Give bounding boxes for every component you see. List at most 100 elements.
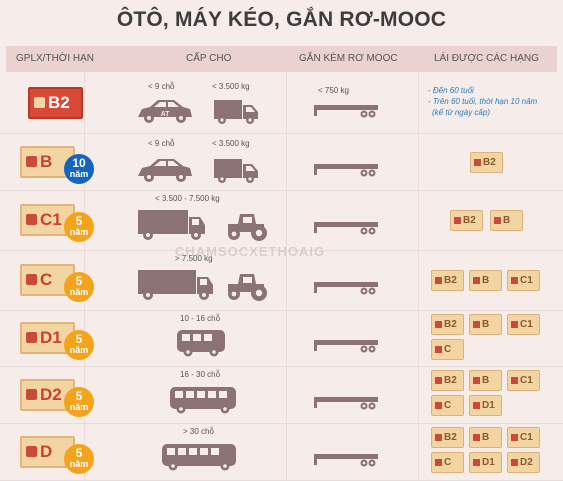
van-icon bbox=[212, 97, 260, 125]
can-drive-class-label: C bbox=[444, 457, 452, 468]
validity-unit: năm bbox=[69, 402, 89, 412]
emblem-icon bbox=[473, 277, 480, 284]
can-drive-b2: B2 bbox=[431, 370, 464, 391]
validity-years: 5 bbox=[75, 214, 83, 228]
svg-text:AT: AT bbox=[161, 111, 171, 118]
can-drive-class-label: B2 bbox=[463, 215, 476, 226]
age-note: - Trên 60 tuổi, thời hạn 10 năm bbox=[428, 97, 538, 106]
validity-years: 5 bbox=[75, 274, 83, 288]
trailer-icon bbox=[312, 158, 382, 178]
seat-limit-label: > 30 chỗ bbox=[183, 427, 214, 436]
table-row: C 5 năm > 7.500 kg B2 B C1 bbox=[0, 250, 563, 311]
trailer-icon bbox=[312, 99, 382, 119]
age-note: (kể từ ngày cấp) bbox=[432, 108, 490, 117]
seat-limit-label: 10 - 16 chỗ bbox=[180, 314, 221, 323]
license-class-label: B2 bbox=[48, 93, 70, 112]
validity-badge: 10 năm bbox=[64, 154, 94, 184]
tractor-icon bbox=[224, 210, 268, 242]
can-drive-b: B bbox=[469, 314, 502, 335]
validity-unit: năm bbox=[69, 169, 89, 179]
can-drive-b2: B2 bbox=[470, 152, 503, 173]
table-row: D1 5 năm 10 - 16 chỗ B2 B C1 C bbox=[0, 310, 563, 367]
emblem-icon bbox=[435, 346, 442, 353]
can-drive-c1: C1 bbox=[507, 370, 540, 391]
can-drive-b2: B2 bbox=[450, 210, 483, 231]
watermark: CHAMSOCXETHOAIG bbox=[175, 244, 326, 259]
emblem-icon bbox=[435, 277, 442, 284]
emblem-icon bbox=[511, 377, 518, 384]
can-drive-d1: D1 bbox=[469, 452, 502, 473]
validity-unit: năm bbox=[69, 459, 89, 469]
can-drive-c1: C1 bbox=[507, 427, 540, 448]
trailer-icon bbox=[312, 276, 382, 296]
weight-limit-label: < 3.500 kg bbox=[212, 139, 250, 148]
bus-icon bbox=[175, 328, 227, 358]
validity-years: 5 bbox=[75, 332, 83, 346]
can-drive-c: C bbox=[431, 395, 464, 416]
emblem-icon bbox=[435, 321, 442, 328]
emblem-icon bbox=[494, 217, 501, 224]
header-trailer: GẮN KÈM RƠ MOOC bbox=[299, 53, 398, 64]
emblem-icon bbox=[473, 459, 480, 466]
can-drive-class-label: C1 bbox=[520, 275, 533, 286]
truck-icon bbox=[136, 268, 214, 302]
emblem-icon bbox=[473, 434, 480, 441]
header-can-drive: LÁI ĐƯỢC CÁC HẠNG bbox=[434, 53, 539, 64]
car-icon bbox=[136, 156, 194, 184]
can-drive-c: C bbox=[431, 452, 464, 473]
table-row: D 5 năm > 30 chỗ B2 B C1 C D1 D2 bbox=[0, 423, 563, 481]
validity-badge: 5 năm bbox=[64, 212, 94, 242]
emblem-icon bbox=[511, 434, 518, 441]
license-class-label: D bbox=[40, 442, 53, 461]
can-drive-class-label: C bbox=[444, 344, 452, 355]
can-drive-class-label: B2 bbox=[444, 375, 457, 386]
validity-badge: 5 năm bbox=[64, 330, 94, 360]
can-drive-class-label: C1 bbox=[520, 319, 533, 330]
seat-limit-label: < 9 chỗ bbox=[148, 139, 175, 148]
car-icon: AT bbox=[136, 97, 194, 125]
emblem-icon bbox=[473, 377, 480, 384]
emblem-icon bbox=[26, 332, 37, 343]
validity-badge: 5 năm bbox=[64, 444, 94, 474]
validity-years: 10 bbox=[72, 156, 86, 170]
license-class-label: C1 bbox=[40, 210, 62, 229]
van-icon bbox=[212, 156, 260, 184]
table-header: GPLX/THỜI HẠN CẤP CHO GẮN KÈM RƠ MOOC LÁ… bbox=[6, 46, 557, 72]
emblem-icon bbox=[435, 434, 442, 441]
can-drive-class-label: B2 bbox=[483, 157, 496, 168]
can-drive-b2: B2 bbox=[431, 427, 464, 448]
can-drive-class-label: D1 bbox=[482, 400, 495, 411]
column-divider bbox=[418, 72, 419, 480]
can-drive-class-label: B2 bbox=[444, 319, 457, 330]
can-drive-b2: B2 bbox=[431, 270, 464, 291]
can-drive-c1: C1 bbox=[507, 314, 540, 335]
can-drive-b: B bbox=[469, 270, 502, 291]
trailer-icon bbox=[312, 216, 382, 236]
emblem-icon bbox=[34, 97, 45, 108]
emblem-icon bbox=[26, 156, 37, 167]
can-drive-class-label: B bbox=[482, 375, 490, 386]
seat-limit-label: 16 - 30 chỗ bbox=[180, 370, 221, 379]
can-drive-d2: D2 bbox=[507, 452, 540, 473]
license-class-label: C bbox=[40, 270, 53, 289]
table-row: B2 < 9 chỗ < 3.500 kg AT < 750 kg - Đến 60 tu… bbox=[0, 72, 563, 134]
trailer-weight-label: < 750 kg bbox=[318, 86, 349, 95]
license-class-label: D2 bbox=[40, 385, 62, 404]
weight-limit-label: < 3.500 - 7.500 kg bbox=[155, 194, 220, 203]
emblem-icon bbox=[435, 402, 442, 409]
emblem-icon bbox=[26, 389, 37, 400]
trailer-icon bbox=[312, 334, 382, 354]
validity-unit: năm bbox=[69, 345, 89, 355]
can-drive-class-label: B2 bbox=[444, 275, 457, 286]
can-drive-class-label: D1 bbox=[482, 457, 495, 468]
can-drive-class-label: C1 bbox=[520, 432, 533, 443]
bus-icon bbox=[168, 385, 238, 415]
emblem-icon bbox=[26, 214, 37, 225]
license-badge-b2: B2 bbox=[28, 87, 83, 119]
emblem-icon bbox=[474, 159, 481, 166]
table-row: B 10 năm < 9 chỗ < 3.500 kg B2 bbox=[0, 133, 563, 191]
validity-years: 5 bbox=[75, 389, 83, 403]
validity-unit: năm bbox=[69, 227, 89, 237]
age-note: - Đến 60 tuổi bbox=[428, 86, 474, 95]
license-badge-d1: D1 bbox=[20, 322, 75, 354]
